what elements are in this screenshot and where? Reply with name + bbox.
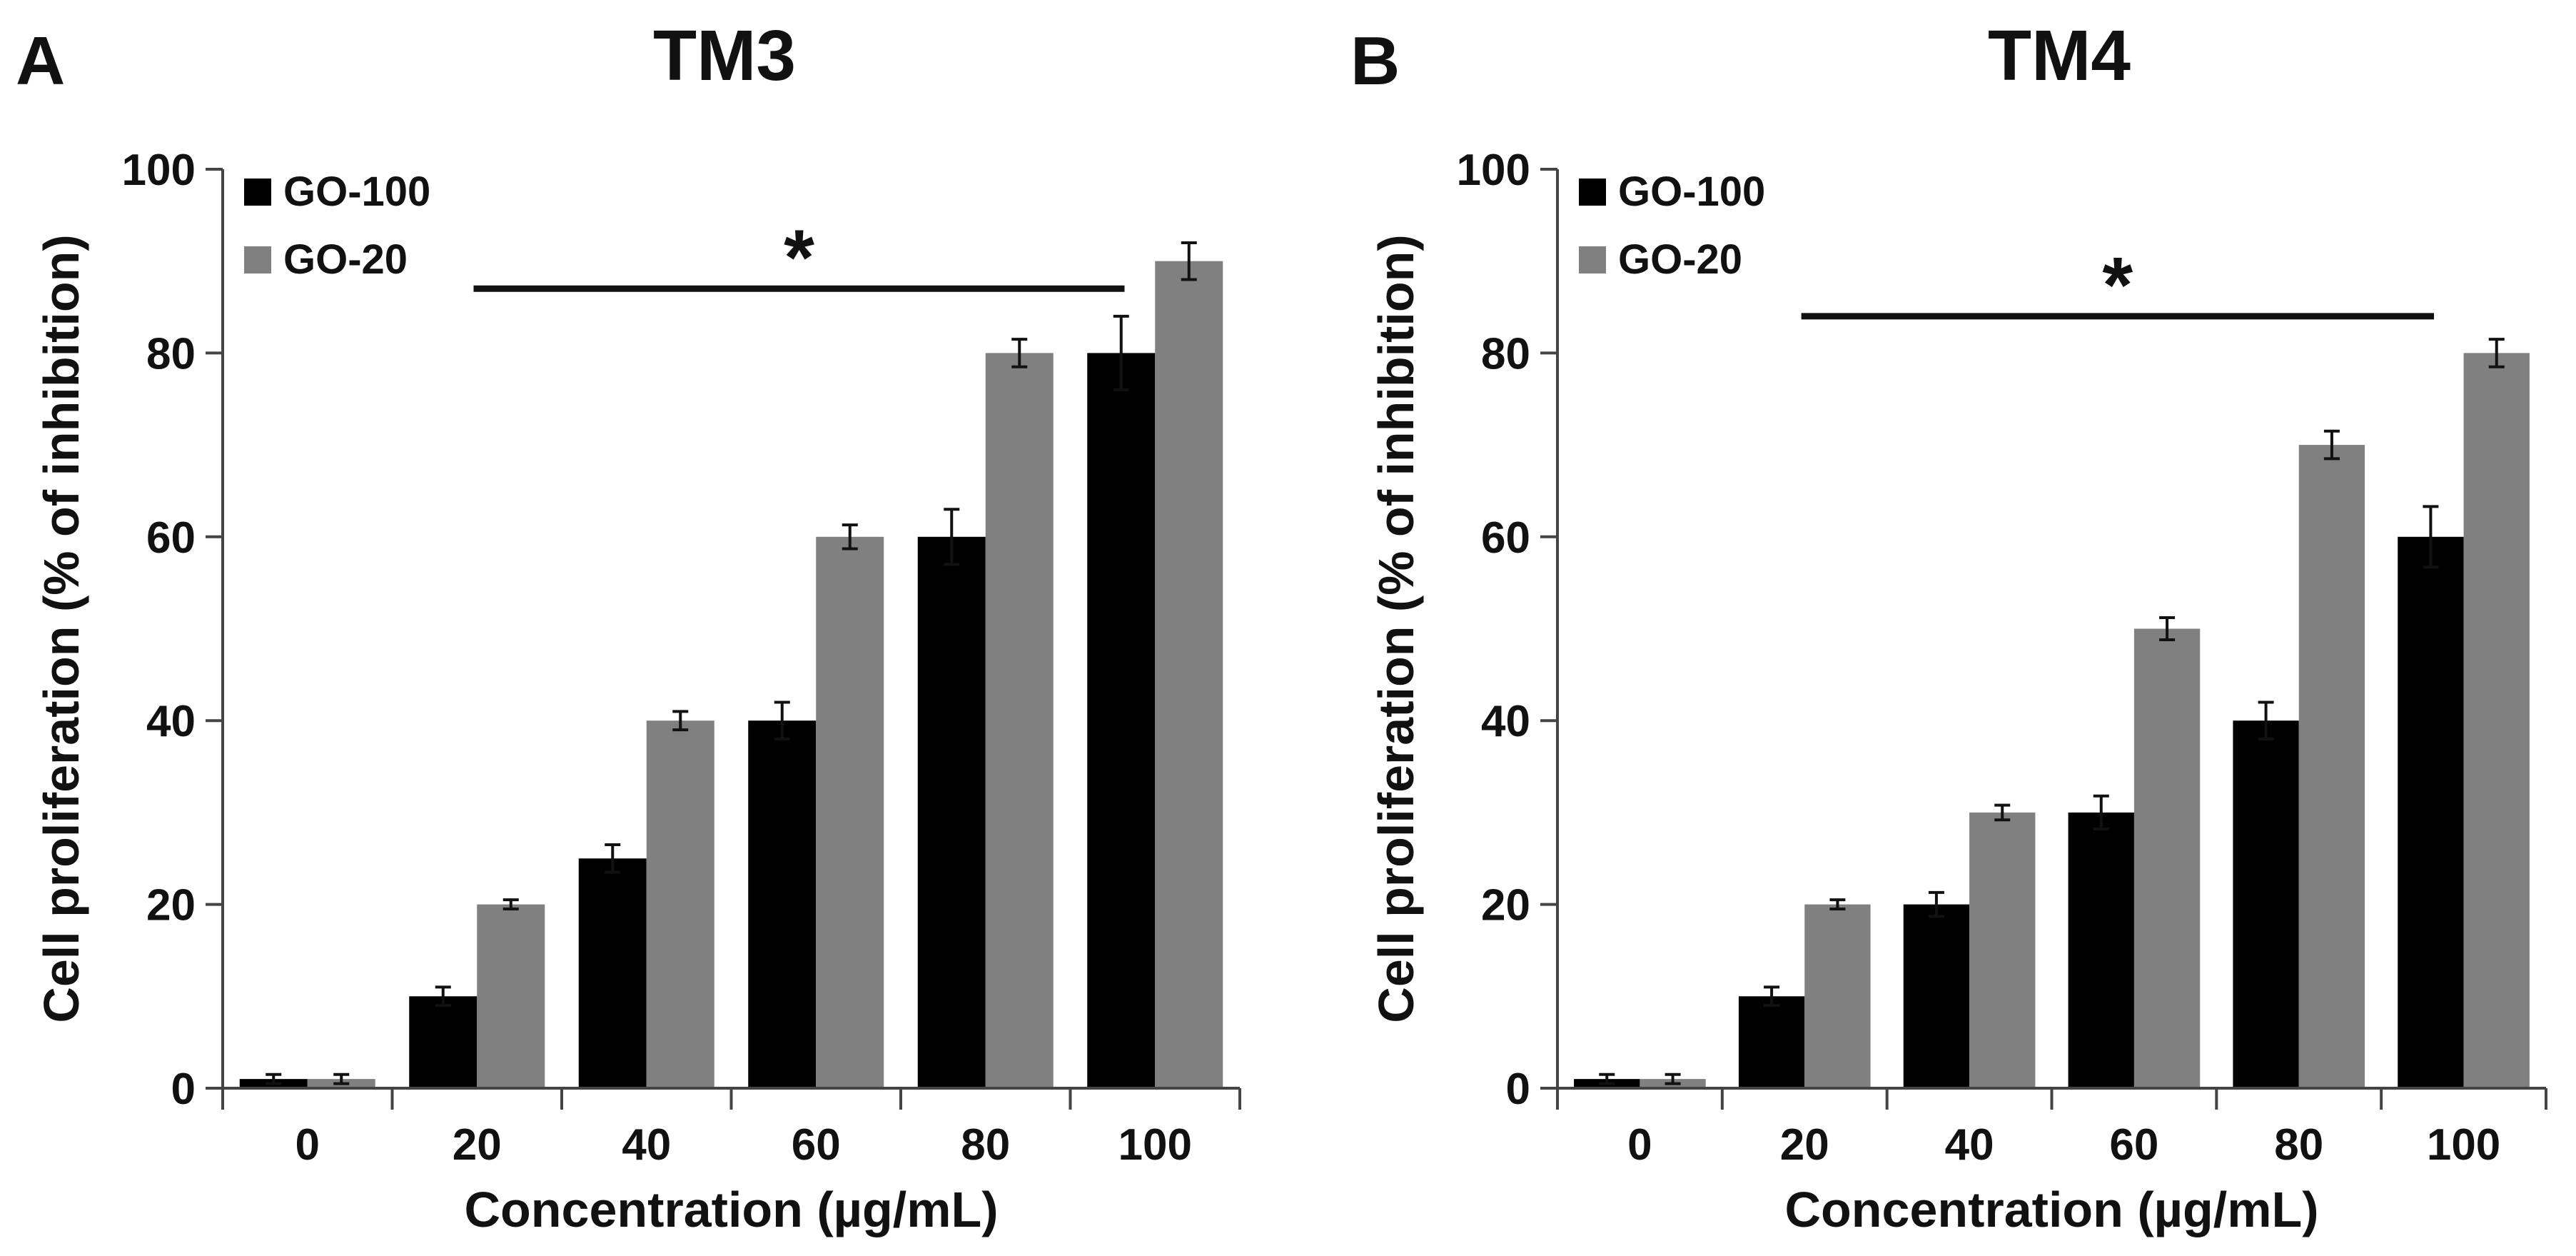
significance-star: * bbox=[784, 213, 814, 301]
bar-go-20-60 bbox=[2133, 628, 2201, 1088]
bar-go-100-100 bbox=[1087, 353, 1156, 1088]
y-tick-label: 40 bbox=[1481, 697, 1530, 746]
bar-go-20-100 bbox=[2463, 353, 2530, 1088]
x-tick-label: 40 bbox=[1945, 1120, 1994, 1170]
x-tick-label: 100 bbox=[1118, 1120, 1192, 1170]
legend-label-go-100: GO-100 bbox=[283, 169, 430, 215]
legend-swatch-go-100 bbox=[1579, 179, 1606, 206]
bar-go-100-20 bbox=[1738, 996, 1805, 1088]
y-tick-label: 20 bbox=[146, 881, 196, 930]
x-tick-label: 100 bbox=[2427, 1120, 2500, 1170]
legend-label-go-20: GO-20 bbox=[283, 236, 408, 283]
x-tick-label: 80 bbox=[961, 1120, 1010, 1170]
x-tick-label: 60 bbox=[2109, 1120, 2158, 1170]
bar-go-20-80 bbox=[985, 353, 1054, 1088]
bar-go-100-80 bbox=[917, 536, 986, 1088]
y-tick-label: 80 bbox=[1481, 329, 1530, 378]
bar-go-100-20 bbox=[409, 996, 478, 1088]
legend-label-go-100: GO-100 bbox=[1618, 169, 1765, 215]
bar-go-100-40 bbox=[578, 858, 647, 1088]
y-tick-label: 60 bbox=[1481, 513, 1530, 563]
bar-go-100-80 bbox=[2233, 720, 2299, 1088]
x-tick-label: 0 bbox=[1627, 1120, 1652, 1170]
x-tick-label: 20 bbox=[453, 1120, 502, 1170]
legend-swatch-go-20 bbox=[244, 246, 271, 273]
x-axis-title: Concentration (µg/mL) bbox=[1784, 1182, 2318, 1237]
legend-label-go-20: GO-20 bbox=[1618, 236, 1742, 283]
y-tick-label: 60 bbox=[146, 513, 196, 563]
legend-swatch-go-100 bbox=[244, 179, 271, 206]
bar-go-100-60 bbox=[748, 720, 817, 1088]
legend-swatch-go-20 bbox=[1579, 246, 1606, 273]
x-tick-label: 20 bbox=[1780, 1120, 1829, 1170]
significance-star: * bbox=[2102, 241, 2133, 329]
panel-letter: B bbox=[1350, 23, 1400, 99]
panel-letter: A bbox=[16, 23, 65, 99]
chart-title: TM3 bbox=[653, 16, 796, 96]
bar-go-20-60 bbox=[816, 536, 884, 1088]
y-tick-label: 20 bbox=[1481, 881, 1530, 930]
bar-go-20-80 bbox=[2298, 445, 2365, 1088]
chart-title: TM4 bbox=[1988, 16, 2131, 96]
x-tick-label: 80 bbox=[2274, 1120, 2323, 1170]
y-axis-title: Cell proliferation (% of inhibition) bbox=[1368, 234, 1424, 1023]
bar-go-20-40 bbox=[1969, 812, 2036, 1088]
y-tick-label: 100 bbox=[1457, 146, 1530, 195]
bar-go-20-20 bbox=[477, 904, 545, 1088]
y-tick-label: 80 bbox=[146, 329, 196, 378]
bar-go-100-40 bbox=[1903, 904, 1970, 1088]
bar-go-20-20 bbox=[1804, 904, 1871, 1088]
x-tick-label: 0 bbox=[296, 1120, 320, 1170]
bar-go-20-40 bbox=[646, 720, 714, 1088]
y-tick-label: 40 bbox=[146, 697, 196, 746]
y-tick-label: 0 bbox=[1506, 1065, 1530, 1114]
bar-go-20-100 bbox=[1155, 261, 1223, 1089]
y-axis-title: Cell proliferation (% of inhibition) bbox=[34, 234, 89, 1023]
y-tick-label: 100 bbox=[122, 146, 196, 195]
x-tick-label: 60 bbox=[792, 1120, 841, 1170]
bar-go-100-60 bbox=[2068, 812, 2134, 1088]
x-tick-label: 40 bbox=[622, 1120, 671, 1170]
bar-go-100-100 bbox=[2398, 536, 2464, 1088]
x-axis-title: Concentration (µg/mL) bbox=[464, 1182, 998, 1237]
y-tick-label: 0 bbox=[171, 1065, 196, 1114]
